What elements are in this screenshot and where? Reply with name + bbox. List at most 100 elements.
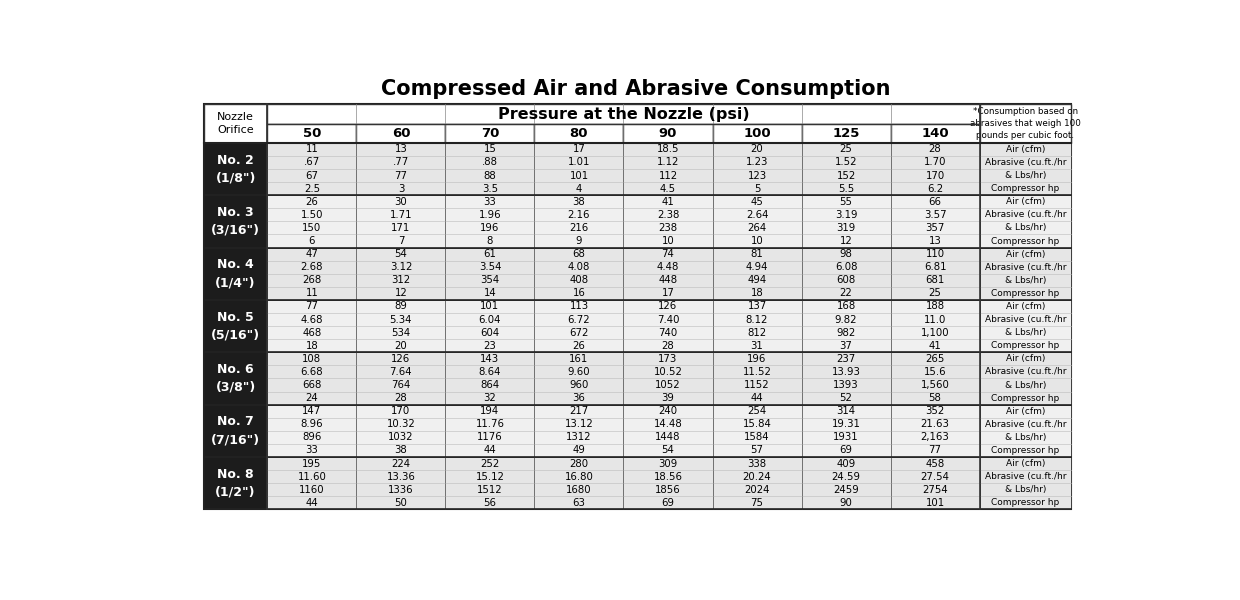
Text: 1176: 1176	[477, 433, 503, 442]
Text: 74: 74	[662, 249, 675, 259]
Text: 408: 408	[569, 275, 589, 285]
Text: 13.36: 13.36	[387, 472, 415, 482]
Text: 173: 173	[658, 354, 677, 364]
Bar	[801, 248, 890, 300]
Text: 608: 608	[837, 275, 856, 285]
Text: 56: 56	[484, 498, 496, 508]
Bar	[356, 457, 445, 509]
Text: 100: 100	[743, 127, 771, 140]
Bar	[713, 124, 801, 143]
Text: Air (cfm): Air (cfm)	[1006, 250, 1045, 259]
Bar	[203, 195, 268, 248]
Bar	[801, 457, 890, 509]
Bar	[890, 124, 980, 143]
Text: 26: 26	[305, 197, 319, 207]
Text: 6.72: 6.72	[568, 314, 590, 325]
Text: 77: 77	[394, 170, 408, 181]
Bar	[534, 143, 624, 195]
Bar	[534, 124, 624, 143]
Text: 1512: 1512	[477, 485, 502, 495]
Text: 319: 319	[837, 223, 856, 233]
Bar	[713, 248, 801, 300]
Text: 194: 194	[480, 406, 500, 416]
Bar	[624, 143, 713, 195]
Text: 8.96: 8.96	[300, 419, 324, 429]
Text: 6.81: 6.81	[924, 262, 946, 272]
Text: 224: 224	[392, 458, 410, 469]
Text: 21.63: 21.63	[920, 419, 950, 429]
Bar	[801, 124, 890, 143]
Text: 11.76: 11.76	[475, 419, 505, 429]
Text: 9.82: 9.82	[835, 314, 857, 325]
Text: 168: 168	[837, 301, 856, 311]
Bar	[713, 352, 801, 404]
Text: 195: 195	[303, 458, 321, 469]
Text: .88: .88	[482, 157, 498, 167]
Bar	[356, 124, 445, 143]
Text: 126: 126	[392, 354, 410, 364]
Text: & Lbs/hr): & Lbs/hr)	[1004, 433, 1047, 442]
Text: 14.48: 14.48	[653, 419, 682, 429]
Text: 314: 314	[837, 406, 856, 416]
Text: 9: 9	[575, 236, 583, 246]
Text: 20: 20	[750, 145, 764, 154]
Bar	[624, 195, 713, 248]
Text: 448: 448	[658, 275, 677, 285]
Text: Abrasive (cu.ft./hr: Abrasive (cu.ft./hr	[985, 472, 1066, 481]
Text: 39: 39	[662, 393, 675, 403]
Text: 20.24: 20.24	[743, 472, 771, 482]
Text: 30: 30	[394, 197, 407, 207]
Text: 264: 264	[748, 223, 766, 233]
Text: 18: 18	[305, 341, 319, 351]
Text: 112: 112	[658, 170, 677, 181]
Bar	[534, 195, 624, 248]
Bar	[624, 124, 713, 143]
Text: 6.2: 6.2	[928, 184, 944, 194]
Text: 147: 147	[303, 406, 321, 416]
Text: Compressor hp: Compressor hp	[991, 394, 1059, 403]
Text: 1032: 1032	[388, 433, 414, 442]
Text: 6.68: 6.68	[300, 367, 324, 377]
Text: 812: 812	[748, 328, 766, 338]
Text: 1,100: 1,100	[921, 328, 950, 338]
Text: 89: 89	[394, 301, 408, 311]
Text: 23: 23	[484, 341, 496, 351]
Bar	[203, 300, 268, 352]
Bar	[713, 404, 801, 457]
Text: Air (cfm): Air (cfm)	[1006, 459, 1045, 468]
Bar	[980, 404, 1071, 457]
Text: 32: 32	[484, 393, 496, 403]
Text: 2.16: 2.16	[568, 210, 590, 220]
Text: 33: 33	[484, 197, 496, 207]
Text: 15.12: 15.12	[475, 472, 505, 482]
Text: 1160: 1160	[299, 485, 325, 495]
Text: 101: 101	[925, 498, 945, 508]
Text: 17: 17	[662, 289, 675, 298]
Bar	[445, 248, 534, 300]
Text: 1052: 1052	[655, 380, 681, 390]
Text: 188: 188	[925, 301, 945, 311]
Text: Compressor hp: Compressor hp	[991, 184, 1059, 193]
Text: 1.23: 1.23	[745, 157, 769, 167]
Text: 7.40: 7.40	[657, 314, 680, 325]
Text: 3.5: 3.5	[482, 184, 498, 194]
Text: 25: 25	[839, 145, 852, 154]
Text: 137: 137	[748, 301, 766, 311]
Text: 38: 38	[394, 445, 407, 455]
Text: 217: 217	[569, 406, 589, 416]
Text: 80: 80	[569, 127, 588, 140]
Bar	[980, 300, 1071, 352]
Text: 77: 77	[305, 301, 319, 311]
Text: 38: 38	[573, 197, 585, 207]
Bar	[445, 300, 534, 352]
Text: 70: 70	[481, 127, 500, 140]
Bar	[356, 404, 445, 457]
Text: 41: 41	[662, 197, 675, 207]
Text: 22: 22	[839, 289, 852, 298]
Text: 1.70: 1.70	[924, 157, 946, 167]
Text: 357: 357	[925, 223, 945, 233]
Text: 4.08: 4.08	[568, 262, 590, 272]
Text: Air (cfm): Air (cfm)	[1006, 355, 1045, 364]
Text: 54: 54	[394, 249, 408, 259]
Bar	[356, 300, 445, 352]
